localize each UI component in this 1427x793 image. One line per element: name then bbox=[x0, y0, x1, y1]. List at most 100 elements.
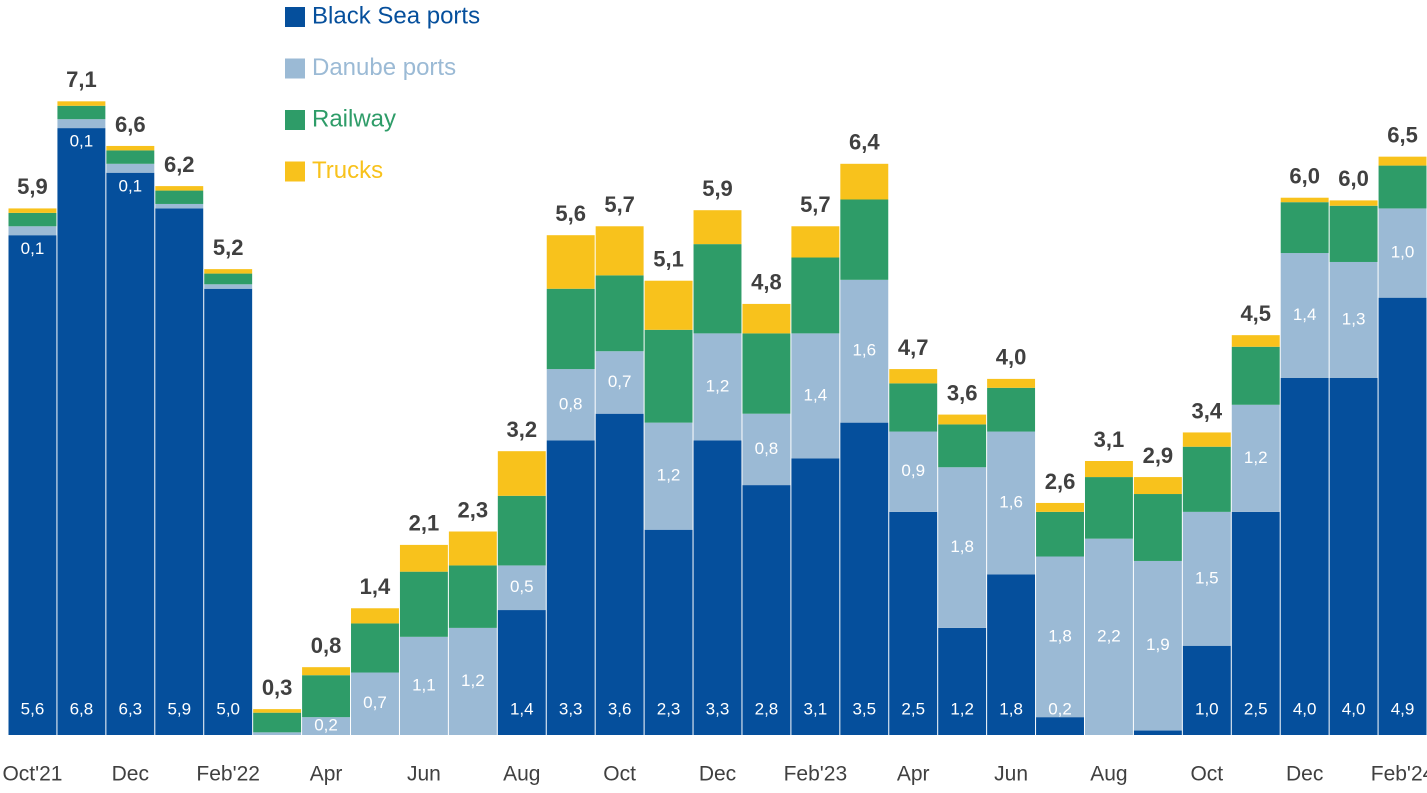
data-label: 1,2 bbox=[657, 466, 681, 485]
data-label: 1,8 bbox=[999, 699, 1023, 718]
data-label: 2,5 bbox=[901, 699, 925, 718]
bar-segment bbox=[399, 544, 448, 572]
bar-segment bbox=[1231, 335, 1280, 347]
bar-segment bbox=[106, 145, 155, 151]
bar-segment bbox=[57, 101, 106, 106]
total-label: 2,6 bbox=[1045, 469, 1076, 494]
bar-segment bbox=[1133, 494, 1182, 561]
bar-segment bbox=[840, 279, 889, 423]
bar-segment bbox=[1133, 730, 1182, 735]
total-label: 6,2 bbox=[164, 152, 195, 177]
bar-segment bbox=[1084, 461, 1133, 478]
bar-segment bbox=[351, 672, 399, 735]
x-tick-label: Oct'21 bbox=[2, 763, 62, 786]
bar-segment bbox=[791, 257, 840, 334]
data-label: 1,0 bbox=[1195, 699, 1219, 718]
total-label: 0,3 bbox=[262, 675, 293, 700]
bar-segment bbox=[399, 571, 448, 637]
bar-segment bbox=[497, 451, 546, 496]
total-label: 2,1 bbox=[409, 511, 440, 536]
bar-segment bbox=[1182, 645, 1231, 735]
bar-segment bbox=[399, 636, 448, 735]
bar-segment bbox=[253, 712, 302, 733]
bar-segment bbox=[1329, 261, 1378, 378]
x-tick-label: Oct bbox=[603, 763, 636, 786]
data-label: 4,0 bbox=[1293, 699, 1317, 718]
bar-segment bbox=[497, 565, 546, 611]
bar-segment bbox=[57, 105, 106, 120]
total-label: 5,2 bbox=[213, 235, 244, 260]
bar-segment bbox=[497, 610, 546, 735]
bar-segment bbox=[938, 467, 987, 628]
bar-segment bbox=[106, 150, 155, 164]
bar-segment bbox=[546, 369, 595, 441]
bar-segment bbox=[693, 210, 742, 245]
total-label: 5,9 bbox=[702, 176, 733, 201]
data-label: 5,0 bbox=[216, 699, 240, 718]
bar-segment bbox=[791, 458, 840, 735]
bar-segment bbox=[448, 531, 497, 566]
bar-segment bbox=[840, 199, 889, 280]
bar-segment bbox=[8, 226, 57, 236]
data-label: 3,6 bbox=[608, 699, 632, 718]
bar-segment bbox=[742, 303, 791, 334]
x-tick-label: Jun bbox=[407, 763, 441, 786]
x-tick-label: Dec bbox=[1286, 763, 1323, 786]
data-label: 0,1 bbox=[70, 132, 94, 151]
bar-segment bbox=[644, 422, 693, 530]
data-label: 0,5 bbox=[510, 577, 534, 596]
bar-segment bbox=[155, 203, 204, 209]
bar-segment bbox=[1084, 538, 1133, 735]
bar-segment bbox=[595, 351, 644, 414]
bar-segment bbox=[595, 413, 644, 735]
total-label: 3,6 bbox=[947, 380, 978, 405]
bar-segment bbox=[1133, 560, 1182, 731]
bar-segment bbox=[546, 288, 595, 370]
bar-segment bbox=[889, 383, 938, 432]
bar-segment bbox=[595, 226, 644, 276]
bar-segment bbox=[1231, 404, 1280, 512]
x-tick-label: Dec bbox=[112, 763, 149, 786]
bar-segment bbox=[840, 163, 889, 200]
bar-segment bbox=[1231, 511, 1280, 735]
data-label: 2,5 bbox=[1244, 699, 1268, 718]
bar-segment bbox=[8, 208, 57, 213]
bar-segment bbox=[1133, 477, 1182, 495]
bar-segment bbox=[742, 485, 791, 735]
bar-segment bbox=[106, 163, 155, 173]
legend-label: Railway bbox=[312, 105, 396, 132]
bar-segment bbox=[302, 667, 351, 676]
data-label: 1,4 bbox=[510, 699, 534, 718]
bar-segment bbox=[448, 565, 497, 628]
x-tick-label: Feb'24 bbox=[1371, 763, 1427, 786]
bar-segment bbox=[1182, 432, 1231, 447]
data-label: 1,1 bbox=[412, 675, 436, 694]
bar-segment bbox=[938, 414, 987, 425]
total-label: 0,8 bbox=[311, 633, 342, 658]
data-label: 1,5 bbox=[1195, 568, 1219, 587]
bar-segment bbox=[1329, 378, 1378, 735]
total-label: 3,1 bbox=[1094, 427, 1125, 452]
total-label: 5,6 bbox=[555, 201, 586, 226]
bar-segment bbox=[1182, 446, 1231, 512]
data-label: 6,8 bbox=[70, 699, 94, 718]
data-label: 0,1 bbox=[21, 239, 45, 258]
bar-segment bbox=[889, 369, 938, 384]
bar-segment bbox=[302, 717, 351, 735]
bar-segment bbox=[693, 440, 742, 735]
data-label: 0,1 bbox=[119, 176, 143, 195]
bar-segment bbox=[204, 269, 253, 274]
total-label: 5,7 bbox=[604, 192, 635, 217]
data-label: 2,2 bbox=[1097, 626, 1121, 645]
bar-segment bbox=[987, 431, 1036, 575]
data-label: 4,0 bbox=[1342, 699, 1366, 718]
data-label: 0,2 bbox=[314, 716, 338, 735]
total-label: 6,0 bbox=[1338, 166, 1369, 191]
legend-swatch bbox=[285, 7, 305, 27]
data-label: 0,7 bbox=[363, 693, 387, 712]
total-label: 5,7 bbox=[800, 192, 831, 217]
bar-segment bbox=[987, 574, 1036, 735]
bar-segment bbox=[889, 431, 938, 512]
bar-segment bbox=[1280, 202, 1329, 254]
